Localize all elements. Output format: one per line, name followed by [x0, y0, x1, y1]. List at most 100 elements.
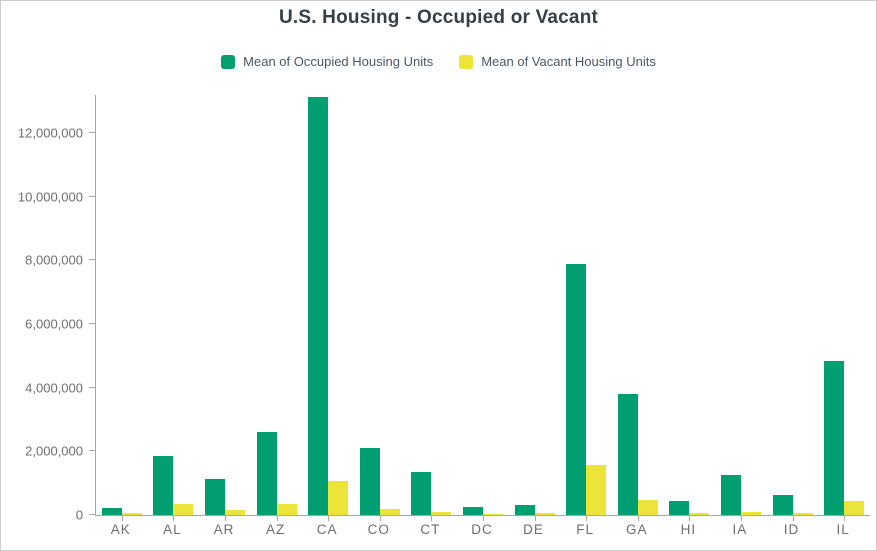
bar-occupied-ct[interactable] — [411, 472, 432, 515]
bars-container — [96, 95, 870, 521]
bar-vacant-ak[interactable] — [121, 513, 142, 515]
x-axis-labels: AK AL AR AZ CA CO CT DC DE FL GA HI IA ID IL — [95, 522, 869, 537]
legend: Mean of Occupied Housing Units Mean of Va… — [1, 54, 876, 69]
bar-vacant-fl[interactable] — [586, 464, 607, 515]
x-axis-tick — [740, 515, 742, 521]
x-axis-tick — [689, 515, 691, 521]
bar-vacant-de[interactable] — [534, 513, 555, 515]
bar-group-ga — [612, 95, 664, 521]
bar-vacant-ga[interactable] — [637, 500, 658, 515]
chart-title: U.S. Housing - Occupied or Vacant — [278, 7, 599, 28]
bar-occupied-dc[interactable] — [462, 507, 483, 515]
bar-vacant-az[interactable] — [276, 503, 297, 515]
bar-occupied-az[interactable] — [256, 432, 277, 515]
y-axis-tick — [89, 386, 96, 388]
bar-vacant-ar[interactable] — [224, 509, 245, 515]
bar-vacant-ca[interactable] — [328, 481, 349, 515]
x-axis-tick-label-dc: DC — [471, 522, 493, 537]
bar-group-id — [767, 95, 819, 521]
x-axis-tick-label-ak: AK — [110, 522, 131, 537]
bar-group-ia — [715, 95, 767, 521]
bar-vacant-ia[interactable] — [740, 511, 761, 515]
legend-item-label: Mean of Vacant Housing Units — [481, 54, 656, 69]
x-axis-tick-label-co: CO — [367, 522, 390, 537]
bar-group-ct — [406, 95, 458, 521]
bar-vacant-hi[interactable] — [689, 513, 710, 515]
y-axis-tick — [89, 132, 96, 134]
x-axis-tick-label-id: ID — [783, 522, 800, 537]
y-axis-tick-label: 6,000,000 — [25, 316, 83, 332]
bar-occupied-ak[interactable] — [101, 507, 122, 515]
bar-group-dc — [457, 95, 509, 521]
x-axis-tick-label-fl: FL — [576, 522, 595, 537]
bar-occupied-ar[interactable] — [204, 479, 225, 515]
bar-group-ak — [96, 95, 148, 521]
bar-vacant-al[interactable] — [173, 503, 194, 515]
y-axis-tick-label: 0 — [75, 507, 83, 523]
y-axis-tick — [89, 259, 96, 261]
legend-swatch-icon — [459, 54, 474, 69]
bar-group-ar — [199, 95, 251, 521]
bar-group-co — [354, 95, 406, 521]
y-axis-tick — [89, 323, 96, 325]
x-axis-tick-label-ct: CT — [420, 522, 441, 537]
legend-item-vacant[interactable]: Mean of Vacant Housing Units — [459, 54, 656, 69]
bar-vacant-il[interactable] — [844, 500, 865, 515]
y-axis-tick — [89, 450, 96, 452]
bar-group-al — [148, 95, 200, 521]
x-axis-tick-label-hi: HI — [680, 522, 697, 537]
bar-group-fl — [560, 95, 612, 521]
bar-occupied-ia[interactable] — [720, 474, 741, 515]
x-axis-tick — [844, 515, 846, 521]
y-axis-tick-label: 10,000,000 — [17, 189, 83, 205]
legend-swatch-icon — [221, 54, 236, 69]
bar-group-ca — [302, 95, 354, 521]
bar-group-il — [818, 95, 870, 521]
bar-occupied-ca[interactable] — [308, 96, 329, 515]
x-axis-tick — [276, 515, 278, 521]
bar-occupied-de[interactable] — [514, 504, 535, 515]
x-axis-tick — [792, 515, 794, 521]
bar-occupied-co[interactable] — [359, 447, 380, 515]
x-axis-tick-label-ga: GA — [625, 522, 648, 537]
x-axis-tick-label-de: DE — [523, 522, 544, 537]
bar-occupied-fl[interactable] — [566, 263, 587, 515]
y-axis-tick — [89, 195, 96, 197]
y-axis-tick — [89, 514, 96, 515]
bar-vacant-dc[interactable] — [482, 514, 503, 515]
x-axis-tick — [431, 515, 433, 521]
x-axis-tick-label-ia: IA — [732, 522, 748, 537]
x-axis-tick — [586, 515, 588, 521]
x-axis-tick — [328, 515, 330, 521]
bar-vacant-id[interactable] — [792, 512, 813, 515]
x-axis-tick — [482, 515, 484, 521]
bar-group-de — [509, 95, 561, 521]
x-axis-tick-label-il: IL — [836, 522, 850, 537]
bar-group-hi — [664, 95, 716, 521]
y-axis-tick-label: 4,000,000 — [25, 380, 83, 396]
y-axis-tick-label: 2,000,000 — [25, 443, 83, 459]
legend-item-occupied[interactable]: Mean of Occupied Housing Units — [221, 54, 433, 69]
bar-group-az — [251, 95, 303, 521]
x-axis-tick-label-al: AL — [163, 522, 182, 537]
bar-occupied-hi[interactable] — [669, 501, 690, 515]
x-axis-tick-label-ca: CA — [316, 522, 338, 537]
legend-item-label: Mean of Occupied Housing Units — [243, 54, 434, 69]
bar-vacant-ct[interactable] — [431, 511, 452, 515]
bar-occupied-il[interactable] — [824, 360, 845, 515]
x-axis-tick — [534, 515, 536, 521]
x-axis-tick — [121, 515, 123, 521]
x-axis-tick — [637, 515, 639, 521]
bar-occupied-ga[interactable] — [617, 394, 638, 515]
x-axis-tick — [173, 515, 175, 521]
y-axis-tick-label: 8,000,000 — [25, 252, 83, 268]
plot-area: 0 2,000,000 4,000,000 6,000,000 8,000,000 10,… — [18, 95, 870, 523]
x-axis-tick — [379, 515, 381, 521]
bar-occupied-al[interactable] — [153, 455, 174, 515]
bar-vacant-co[interactable] — [379, 509, 400, 515]
y-axis-tick-label: 12,000,000 — [17, 125, 83, 141]
x-axis-tick-label-ar: AR — [213, 522, 235, 537]
bar-occupied-id[interactable] — [772, 495, 793, 515]
x-axis-tick — [224, 515, 226, 521]
